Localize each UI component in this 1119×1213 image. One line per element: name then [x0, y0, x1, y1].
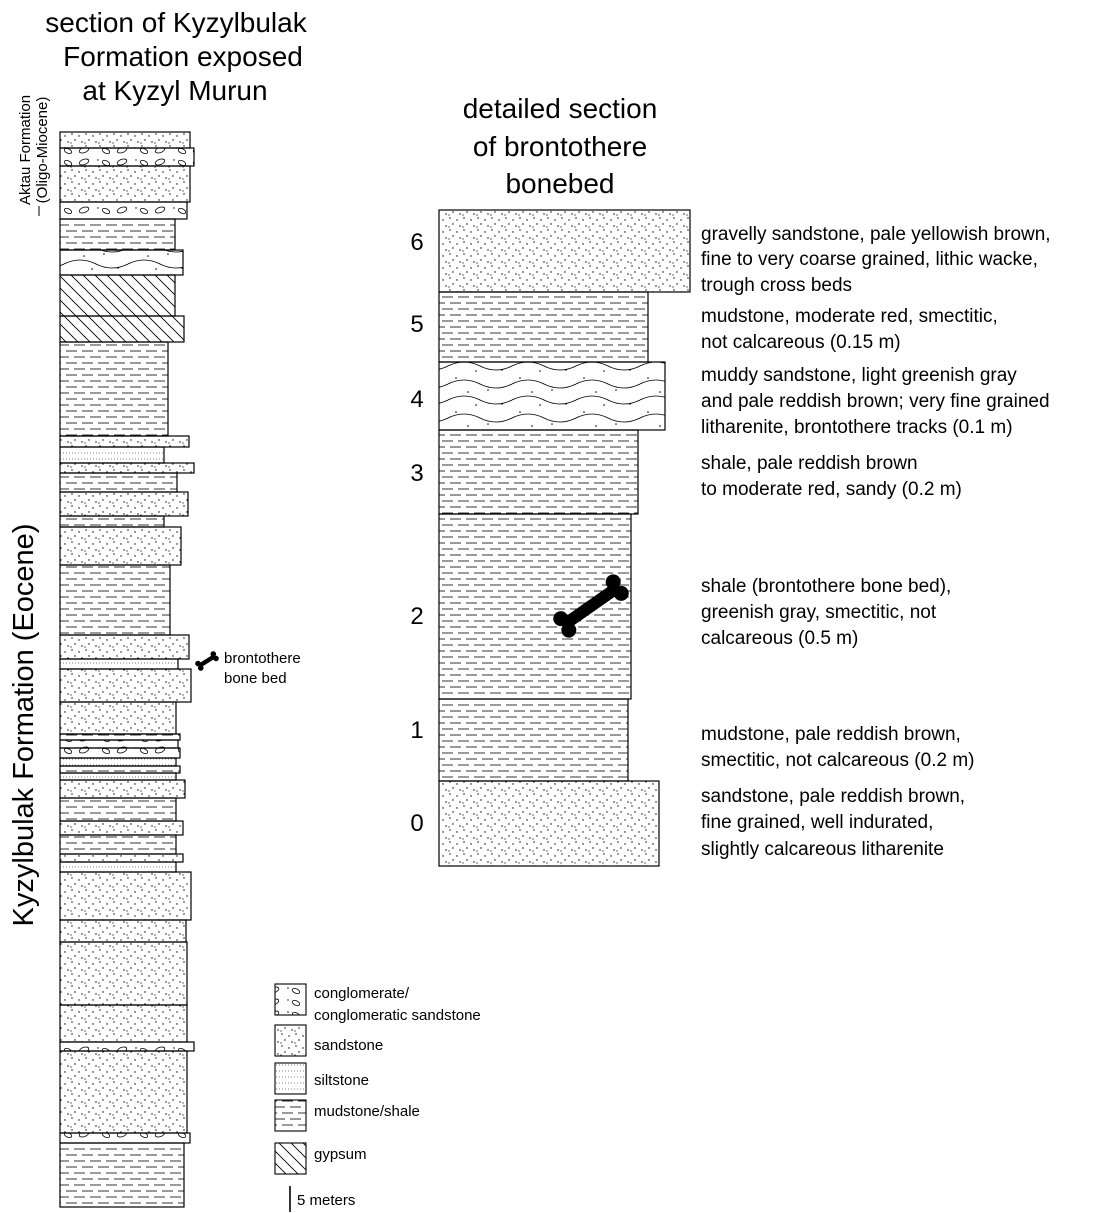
unit-2-desc-line1: shale (brontothere bone bed), — [701, 576, 951, 597]
unit-number-1: 1 — [410, 717, 423, 744]
detail-unit-0 — [438, 780, 660, 867]
legend-mudstone: mudstone/shale — [314, 1103, 420, 1120]
unit-2-desc-line2: greenish gray, smectitic, not — [701, 602, 937, 623]
detail-unit-4 — [438, 361, 666, 431]
detail-unit-3 — [438, 429, 639, 515]
legend-conglomerate-line1: conglomerate/ — [314, 985, 410, 1002]
unit-6-desc-line3: trough cross beds — [701, 275, 852, 296]
kyzylbulak-column — [59, 131, 195, 1208]
right-title-line2: of brontothere — [473, 131, 647, 162]
scale-label: 5 meters — [297, 1192, 355, 1209]
left-title-line2: Formation exposed — [63, 41, 303, 72]
unit-6-desc-line2: fine to very coarse grained, lithic wack… — [701, 249, 1038, 270]
legend-conglomerate-line2: conglomeratic sandstone — [314, 1007, 481, 1024]
unit-number-6: 6 — [410, 229, 423, 256]
aktau-label-line1: Aktau Formation — [17, 95, 34, 205]
siltstone-pattern-icon — [274, 1062, 307, 1095]
legend-sandstone: sandstone — [314, 1037, 383, 1054]
gypsum-pattern-icon — [274, 1142, 307, 1175]
unit-number-4: 4 — [410, 386, 423, 413]
unit-0-desc-line3: slightly calcareous litharenite — [701, 839, 944, 860]
detail-unit-6 — [438, 209, 691, 293]
unit-number-3: 3 — [410, 460, 423, 487]
unit-2-desc-line3: calcareous (0.5 m) — [701, 628, 858, 649]
bone-bed-label-line1: brontothere — [224, 650, 301, 667]
unit-number-5: 5 — [410, 311, 423, 338]
legend — [274, 983, 307, 1175]
unit-4-desc-line2: and pale reddish brown; very fine graine… — [701, 391, 1050, 412]
legend-siltstone: siltstone — [314, 1072, 369, 1089]
mudstone-pattern-icon — [274, 1099, 307, 1132]
right-title-line3: bonebed — [505, 168, 614, 199]
unit-1-desc-line1: mudstone, pale reddish brown, — [701, 724, 961, 745]
left-title-line1: section of Kyzylbulak — [45, 7, 307, 38]
unit-1-desc-line2: smectitic, not calcareous (0.2 m) — [701, 750, 974, 771]
unit-6-desc-line1: gravelly sandstone, pale yellowish brown… — [701, 224, 1051, 245]
detail-unit-2 — [438, 513, 632, 700]
unit-3-desc-line2: to moderate red, sandy (0.2 m) — [701, 479, 962, 500]
detail-column — [438, 209, 691, 867]
aktau-label-line2: (Oligo-Miocene) — [34, 97, 51, 204]
unit-descriptions: gravelly sandstone, pale yellowish brown… — [701, 224, 1051, 860]
conglomerate-pattern-icon — [274, 983, 307, 1016]
unit-4-desc-line1: muddy sandstone, light greenish gray — [701, 365, 1017, 386]
unit-5-desc-line2: not calcareous (0.15 m) — [701, 332, 901, 353]
unit-5-desc-line1: mudstone, moderate red, smectitic, — [701, 306, 998, 327]
bone-bed-marker-icon — [195, 651, 219, 671]
unit-number-2: 2 — [410, 603, 423, 630]
detail-unit-5 — [438, 291, 649, 363]
legend-gypsum: gypsum — [314, 1146, 367, 1163]
bone-bed-label-line2: bone bed — [224, 670, 287, 687]
unit-3-desc-line1: shale, pale reddish brown — [701, 453, 918, 474]
detail-unit-1 — [438, 698, 629, 782]
unit-number-0: 0 — [410, 810, 423, 837]
unit-0-desc-line2: fine grained, well indurated, — [701, 812, 933, 833]
left-title-line3: at Kyzyl Murun — [82, 75, 267, 106]
unit-4-desc-line3: litharenite, brontothere tracks (0.1 m) — [701, 417, 1013, 438]
kyzylbulak-label: Kyzylbulak Formation (Eocene) — [8, 524, 40, 927]
right-title-line1: detailed section — [463, 93, 658, 124]
sandstone-pattern-icon — [274, 1024, 307, 1057]
unit-0-desc-line1: sandstone, pale reddish brown, — [701, 786, 965, 807]
brontothere-bone-icon — [553, 574, 629, 638]
